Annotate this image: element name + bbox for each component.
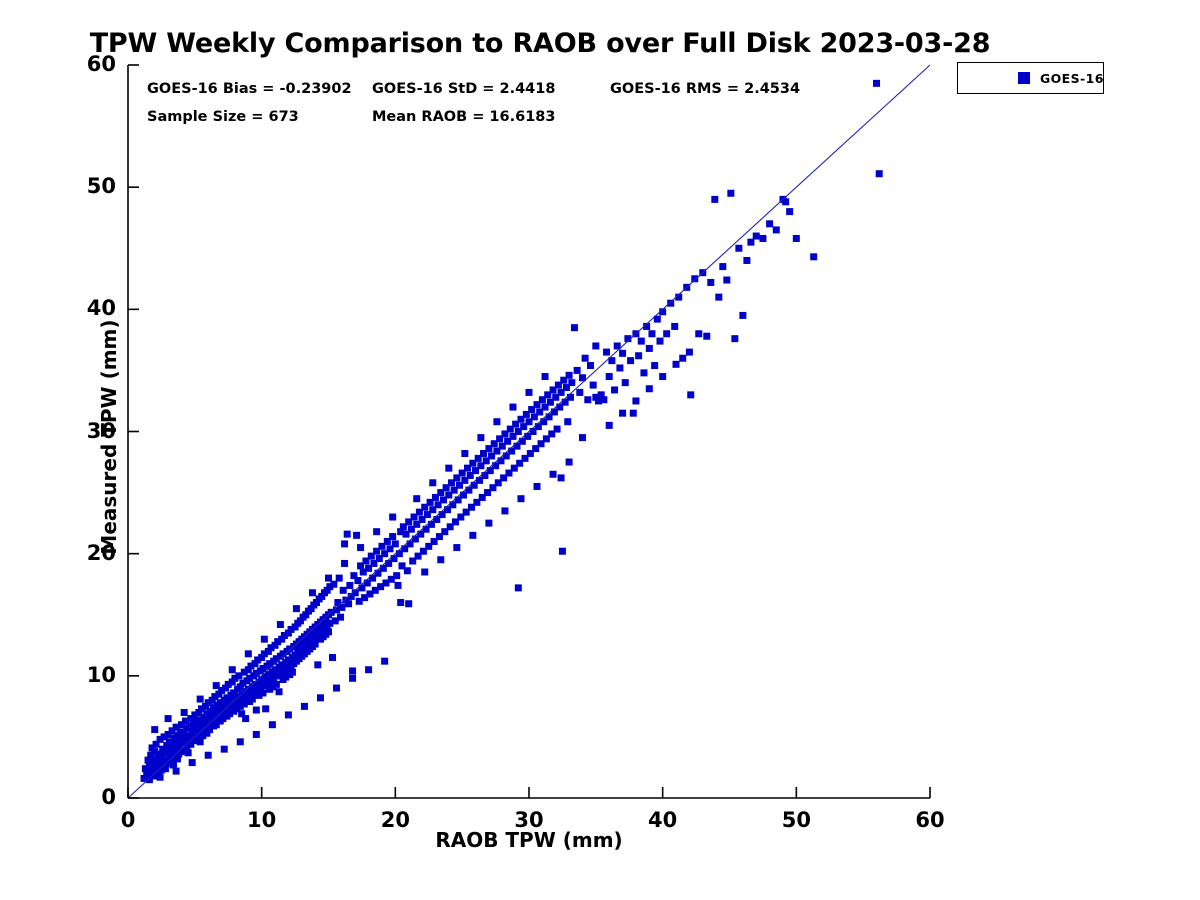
legend-label: GOES-16 xyxy=(1040,71,1104,86)
stat-bias: GOES-16 Bias = -0.23902 xyxy=(147,81,352,97)
y-tick-label: 20 xyxy=(86,540,116,565)
y-tick-label: 40 xyxy=(86,296,116,321)
stat-rms: GOES-16 RMS = 2.4534 xyxy=(610,81,801,97)
scatter-series-goes16 xyxy=(140,79,883,784)
legend-marker-icon xyxy=(1018,72,1030,84)
y-tick-label: 10 xyxy=(86,662,116,687)
one-to-one-reference-line xyxy=(127,64,931,799)
y-tick-label: 50 xyxy=(86,174,116,199)
stat-sample-size: Sample Size = 673 xyxy=(147,109,299,125)
y-axis-title: Measured TPW (mm) xyxy=(97,319,121,555)
x-tick-label: 20 xyxy=(380,808,410,832)
axis-lines xyxy=(127,64,931,799)
x-tick-label: 0 xyxy=(120,808,136,832)
stat-std: GOES-16 StD = 2.4418 xyxy=(372,81,556,97)
x-axis-title: RAOB TPW (mm) xyxy=(435,828,623,852)
x-tick-label: 10 xyxy=(247,808,277,832)
y-tick-label: 0 xyxy=(101,785,116,809)
x-tick-label: 30 xyxy=(514,808,544,832)
x-tick-label: 60 xyxy=(915,808,945,832)
x-tick-label: 40 xyxy=(648,808,678,832)
legend-box xyxy=(957,62,1104,94)
y-tick-label: 30 xyxy=(86,418,116,443)
stat-mean-raob: Mean RAOB = 16.6183 xyxy=(372,109,556,125)
y-tick-label: 60 xyxy=(86,52,116,76)
page-title: TPW Weekly Comparison to RAOB over Full … xyxy=(89,28,991,59)
x-tick-label: 50 xyxy=(781,808,811,832)
